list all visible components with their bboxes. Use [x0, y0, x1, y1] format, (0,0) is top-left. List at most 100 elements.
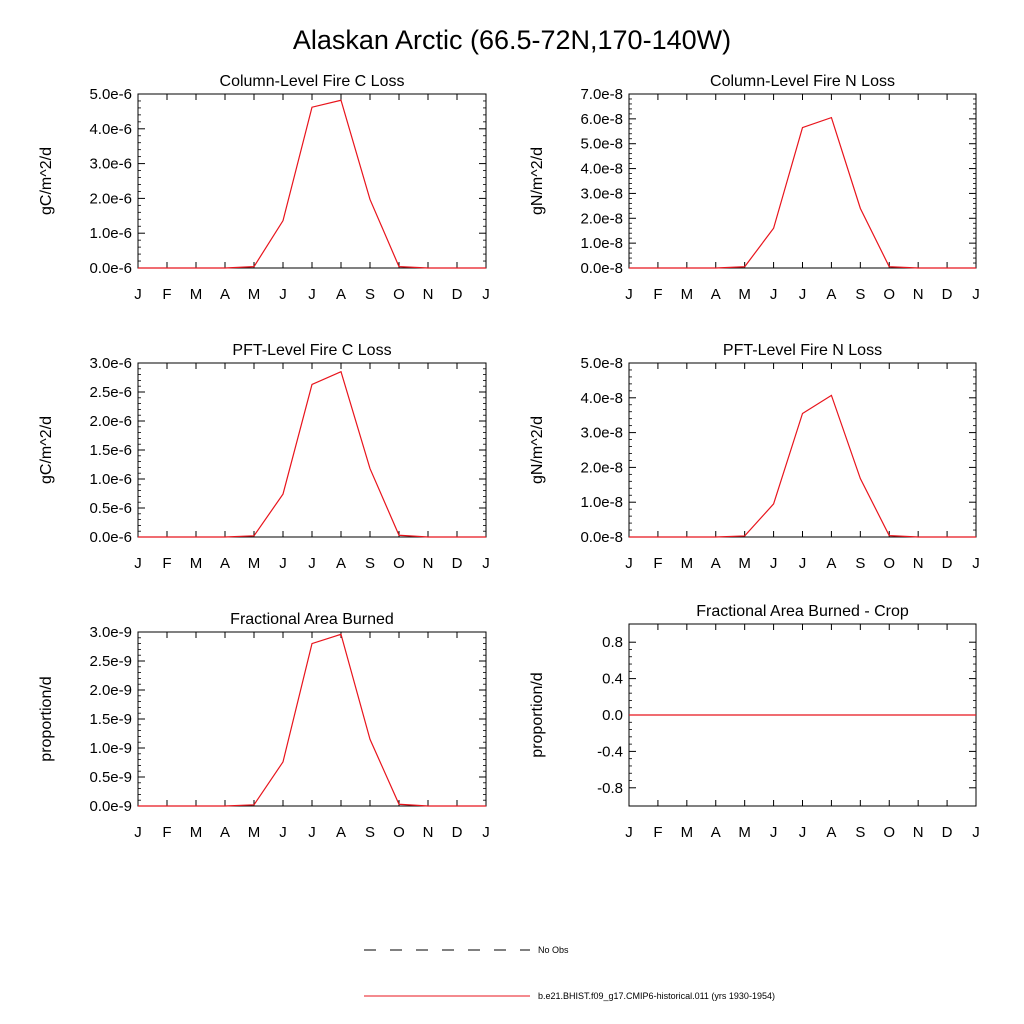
- x-tick-label: A: [220, 286, 230, 303]
- y-tick-label: 1.0e-8: [580, 235, 623, 252]
- x-tick-label: J: [482, 286, 490, 303]
- x-tick-label: M: [738, 286, 751, 303]
- y-tick-label: 5.0e-8: [580, 355, 623, 372]
- x-tick-label: J: [308, 824, 316, 841]
- panel-title: Column-Level Fire N Loss: [710, 73, 895, 90]
- x-tick-label: D: [452, 286, 463, 303]
- y-tick-label: 3.0e-6: [89, 355, 132, 372]
- panel-6: Fractional Area Burned - Crop proportion/…: [529, 603, 980, 841]
- y-tick-label: 0.0e-6: [89, 260, 132, 277]
- legend-label: No Obs: [538, 945, 569, 955]
- x-tick-label: J: [799, 824, 807, 841]
- x-tick-label: S: [855, 286, 865, 303]
- x-tick-label: F: [162, 555, 171, 572]
- x-tick-label: D: [942, 286, 953, 303]
- figure-title: Alaskan Arctic (66.5-72N,170-140W): [293, 25, 731, 55]
- x-tick-label: A: [220, 824, 230, 841]
- y-tick-label: 4.0e-8: [580, 390, 623, 407]
- x-tick-label: M: [190, 824, 203, 841]
- legend-label: b.e21.BHIST.f09_g17.CMIP6-historical.011…: [538, 991, 775, 1001]
- y-axis-label: gN/m^2/d: [529, 147, 546, 215]
- y-tick-label: 4.0e-6: [89, 121, 132, 138]
- x-tick-label: J: [279, 824, 287, 841]
- x-tick-label: D: [452, 555, 463, 572]
- x-tick-label: J: [972, 555, 980, 572]
- x-tick-label: S: [365, 824, 375, 841]
- x-tick-label: M: [738, 824, 751, 841]
- x-tick-label: S: [855, 555, 865, 572]
- y-tick-label: 0.5e-9: [89, 769, 132, 786]
- y-tick-label: 3.0e-8: [580, 185, 623, 202]
- series-line: [138, 99, 486, 269]
- y-tick-label: 2.0e-6: [89, 190, 132, 207]
- y-tick-label: 0.0e-6: [89, 529, 132, 546]
- x-tick-label: F: [653, 824, 662, 841]
- x-tick-label: N: [423, 824, 434, 841]
- x-tick-label: F: [653, 555, 662, 572]
- x-tick-label: J: [625, 824, 633, 841]
- x-tick-label: J: [134, 555, 142, 572]
- x-tick-label: J: [770, 286, 778, 303]
- y-tick-label: 0.0: [602, 707, 623, 724]
- y-tick-label: 2.0e-8: [580, 210, 623, 227]
- plot-frame: [137, 93, 487, 269]
- x-tick-label: M: [681, 286, 694, 303]
- y-tick-label: 1.5e-6: [89, 442, 132, 459]
- y-tick-label: 1.0e-8: [580, 494, 623, 511]
- x-tick-label: O: [883, 824, 895, 841]
- x-tick-label: A: [711, 555, 721, 572]
- x-tick-label: J: [134, 286, 142, 303]
- y-tick-label: 2.5e-6: [89, 384, 132, 401]
- x-tick-label: F: [162, 824, 171, 841]
- series-line: [138, 370, 486, 538]
- x-tick-label: M: [248, 824, 261, 841]
- x-tick-label: M: [738, 555, 751, 572]
- y-axis-label: proportion/d: [529, 672, 546, 757]
- x-tick-label: F: [653, 286, 662, 303]
- x-tick-label: A: [336, 286, 346, 303]
- x-tick-label: D: [942, 824, 953, 841]
- x-tick-label: N: [913, 286, 924, 303]
- x-tick-label: D: [452, 824, 463, 841]
- x-tick-label: D: [942, 555, 953, 572]
- x-tick-label: J: [625, 555, 633, 572]
- y-tick-label: 3.0e-8: [580, 425, 623, 442]
- x-tick-label: N: [423, 286, 434, 303]
- y-tick-label: 5.0e-8: [580, 136, 623, 153]
- y-tick-label: 1.0e-6: [89, 225, 132, 242]
- y-tick-label: 3.0e-9: [89, 624, 132, 641]
- x-tick-label: O: [883, 286, 895, 303]
- y-tick-label: 2.0e-9: [89, 682, 132, 699]
- x-tick-label: J: [482, 555, 490, 572]
- y-tick-label: 0.8: [602, 634, 623, 651]
- x-tick-label: M: [681, 824, 694, 841]
- x-tick-label: A: [711, 286, 721, 303]
- series-line: [138, 633, 486, 807]
- y-tick-label: 0.4: [602, 671, 623, 688]
- panel-title: PFT-Level Fire C Loss: [232, 342, 391, 359]
- panel-title: Fractional Area Burned - Crop: [696, 603, 909, 620]
- x-tick-label: J: [482, 824, 490, 841]
- y-tick-label: 0.0e-8: [580, 529, 623, 546]
- y-tick-label: 0.0e-9: [89, 798, 132, 815]
- y-axis-label: gC/m^2/d: [38, 147, 55, 215]
- y-tick-label: 1.0e-6: [89, 471, 132, 488]
- y-tick-label: 7.0e-8: [580, 86, 623, 103]
- x-tick-label: N: [913, 555, 924, 572]
- y-tick-label: -0.4: [597, 743, 623, 760]
- y-axis-label: gC/m^2/d: [38, 416, 55, 484]
- x-tick-label: J: [972, 824, 980, 841]
- y-tick-label: 6.0e-8: [580, 111, 623, 128]
- x-tick-label: A: [826, 555, 836, 572]
- x-tick-label: M: [248, 286, 261, 303]
- x-tick-label: J: [279, 286, 287, 303]
- plot-frame: [137, 631, 487, 807]
- panel-title: PFT-Level Fire N Loss: [723, 342, 882, 359]
- x-tick-label: O: [393, 824, 405, 841]
- x-tick-label: M: [681, 555, 694, 572]
